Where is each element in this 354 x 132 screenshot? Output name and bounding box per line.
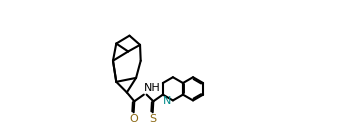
- Text: N: N: [163, 96, 172, 106]
- Text: NH: NH: [144, 83, 161, 93]
- Text: S: S: [149, 114, 156, 124]
- Text: O: O: [129, 114, 138, 124]
